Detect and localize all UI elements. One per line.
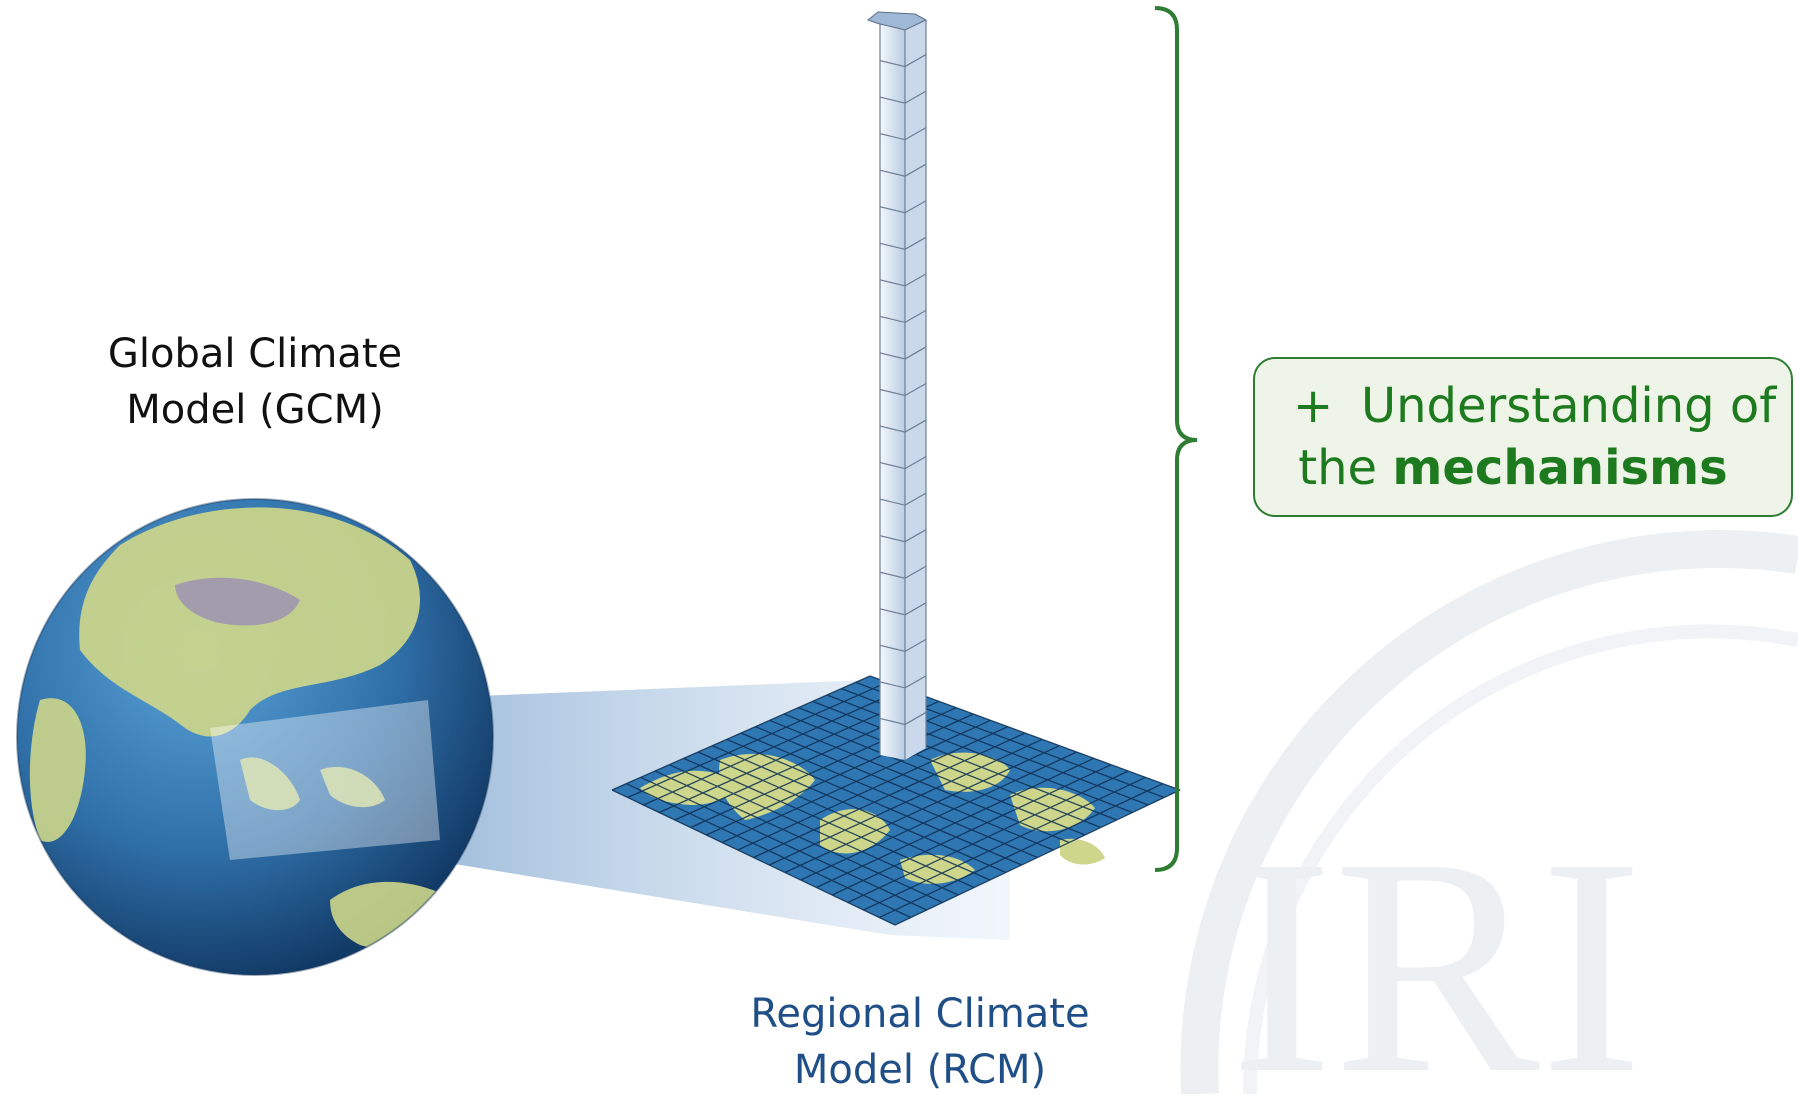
rcm-label-line2: Model (RCM) [793,1047,1047,1093]
curly-bracket [1154,6,1198,872]
iri-watermark: IRI [1180,530,1798,1094]
iri-watermark-text: IRI [1230,795,1643,1094]
mechanisms-callout: + Understanding of the mechanisms [1253,357,1793,517]
rcm-label-line1: Regional Climate [750,991,1090,1037]
callout-line2-prefix: the [1298,440,1393,496]
grid-line [847,770,1129,904]
globe-highlight-region [210,700,440,860]
callout-line1: Understanding of [1361,378,1777,434]
grid-line [879,783,1164,919]
gcm-label-line1: Global Climate [107,331,403,377]
plus-sign: + [1293,378,1334,434]
globe [16,498,494,976]
gcm-label: Global Climate Model (GCM) [60,326,450,438]
vertical-column [866,11,928,760]
callout-line2-bold: mechanisms [1392,440,1728,496]
rcm-label: Regional Climate Model (RCM) [700,986,1140,1098]
gcm-label-line2: Model (GCM) [126,387,384,433]
grid-lines [611,675,1181,926]
regional-grid [611,675,1181,926]
grid-line [863,776,1146,911]
callout-line2: the mechanisms [1255,437,1791,499]
grid-line [894,789,1181,926]
